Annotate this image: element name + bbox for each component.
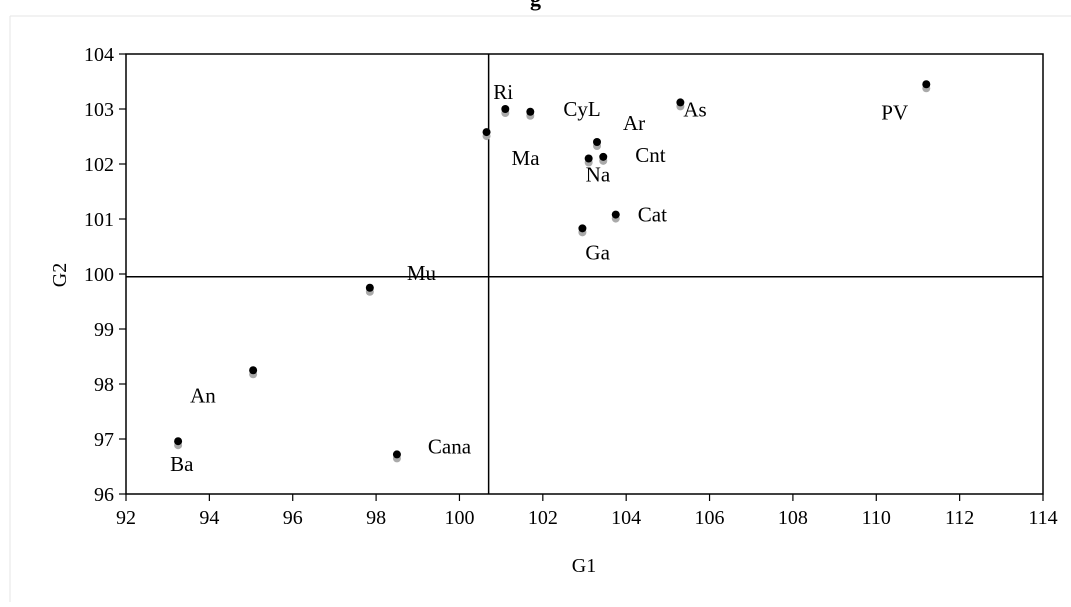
- data-point: [392, 450, 401, 459]
- data-label: As: [683, 97, 706, 121]
- y-tick-label: 100: [84, 264, 114, 286]
- y-tick-label: 97: [94, 429, 114, 451]
- y-tick-label: 101: [84, 209, 114, 231]
- data-label: PV: [881, 100, 908, 124]
- data-point: [578, 224, 587, 233]
- data-label: Ga: [585, 240, 610, 264]
- data-label: Ma: [512, 146, 541, 170]
- plot-layer: 92 94 96 98 100 102 104 106 108 110 112 114 96 97 98 99…: [84, 44, 1058, 529]
- data-label: Na: [586, 163, 611, 187]
- x-tick-label: 96: [283, 507, 303, 529]
- data-label: An: [190, 383, 216, 407]
- data-label: Ri: [493, 80, 513, 104]
- x-tick-label: 104: [611, 507, 641, 529]
- x-tick-label: 102: [528, 507, 558, 529]
- data-point: [174, 437, 183, 446]
- x-tick-label: 112: [945, 507, 974, 529]
- y-tick-label: 99: [94, 319, 114, 341]
- data-label: Cat: [638, 203, 667, 227]
- data-point: [599, 152, 608, 161]
- data-point: [584, 154, 593, 163]
- data-point: [922, 80, 931, 89]
- x-tick-label: 98: [366, 507, 386, 529]
- data-label: Cana: [428, 434, 472, 458]
- data-point: [482, 128, 491, 137]
- data-point: [501, 105, 510, 113]
- x-tick-label: 110: [862, 507, 891, 529]
- data-label: CyL: [563, 97, 600, 121]
- y-tick-label: 104: [84, 44, 114, 66]
- x-tick-label: 114: [1028, 507, 1057, 529]
- y-tick-label: 96: [94, 484, 114, 506]
- y-tick-label: 103: [84, 99, 114, 121]
- x-tick-label: 106: [695, 507, 725, 529]
- x-tick-label: 100: [444, 507, 474, 529]
- data-point: [676, 98, 685, 107]
- y-tick-label: 102: [84, 154, 114, 176]
- y-tick-label: 98: [94, 374, 114, 396]
- data-point: [365, 283, 374, 292]
- x-tick-label: 94: [199, 507, 219, 529]
- data-point: [249, 366, 258, 375]
- x-tick-label: 92: [116, 507, 136, 529]
- data-point: [593, 138, 602, 146]
- data-label: Mu: [407, 261, 437, 285]
- x-tick-label: 108: [778, 507, 808, 529]
- chart-title: g: [0, 0, 1071, 12]
- data-point: [611, 210, 620, 219]
- data-label: Cnt: [635, 143, 666, 167]
- data-label: Ba: [170, 452, 194, 476]
- x-axis-title: G1: [572, 555, 596, 577]
- data-point: [526, 107, 535, 116]
- y-axis-title: G2: [49, 263, 71, 287]
- data-label: Ar: [623, 111, 645, 135]
